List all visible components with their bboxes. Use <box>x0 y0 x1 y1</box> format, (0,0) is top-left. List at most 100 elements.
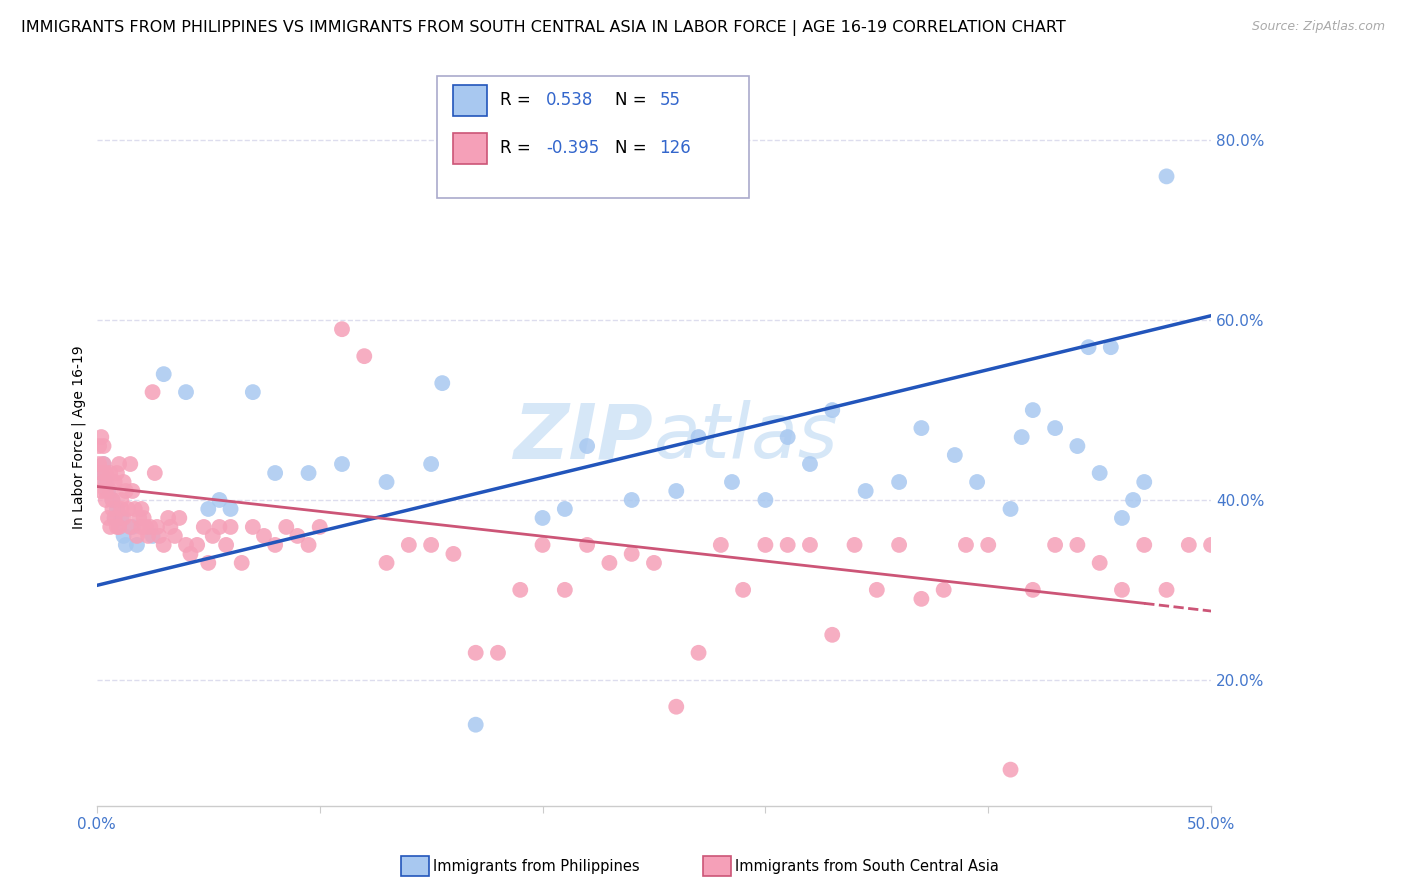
Point <box>844 538 866 552</box>
Point <box>1066 538 1088 552</box>
Text: ZIP: ZIP <box>515 400 654 474</box>
Point <box>464 646 486 660</box>
Point <box>1111 511 1133 525</box>
Point <box>688 430 710 444</box>
Point <box>531 511 554 525</box>
Point <box>733 582 755 597</box>
Point <box>93 475 115 489</box>
Point <box>125 529 148 543</box>
Text: 55: 55 <box>659 91 681 109</box>
Point <box>1088 556 1111 570</box>
Point <box>1222 582 1244 597</box>
Point <box>1000 502 1022 516</box>
Point <box>142 529 165 543</box>
Point <box>108 520 131 534</box>
FancyBboxPatch shape <box>453 85 486 116</box>
Point <box>120 457 142 471</box>
Point <box>148 529 170 543</box>
Point <box>193 520 215 534</box>
Point <box>146 520 169 534</box>
Point <box>110 502 132 516</box>
Point <box>598 556 620 570</box>
Point <box>441 547 464 561</box>
Point <box>1111 582 1133 597</box>
Point <box>120 520 142 534</box>
Point <box>124 502 146 516</box>
Point <box>1267 582 1289 597</box>
Point <box>139 520 162 534</box>
Text: R =: R = <box>501 91 536 109</box>
Point <box>576 538 599 552</box>
Point <box>932 582 955 597</box>
Point <box>910 421 932 435</box>
Point <box>1099 340 1122 354</box>
FancyBboxPatch shape <box>437 76 748 197</box>
Point <box>1244 574 1267 588</box>
Point <box>620 493 643 508</box>
Point <box>1156 169 1178 184</box>
Point <box>375 556 398 570</box>
Point <box>554 502 576 516</box>
Point <box>887 538 910 552</box>
Point <box>94 493 117 508</box>
Point <box>297 538 319 552</box>
Text: Immigrants from Philippines: Immigrants from Philippines <box>433 859 640 873</box>
Point <box>142 385 165 400</box>
Point <box>855 483 877 498</box>
Y-axis label: In Labor Force | Age 16-19: In Labor Force | Age 16-19 <box>72 345 86 529</box>
Point <box>97 511 120 525</box>
Point <box>398 538 420 552</box>
Point <box>1199 538 1222 552</box>
Point <box>554 582 576 597</box>
Text: IMMIGRANTS FROM PHILIPPINES VS IMMIGRANTS FROM SOUTH CENTRAL ASIA IN LABOR FORCE: IMMIGRANTS FROM PHILIPPINES VS IMMIGRANT… <box>21 20 1066 36</box>
Point <box>121 520 143 534</box>
Point <box>264 538 287 552</box>
Point <box>93 439 115 453</box>
Point <box>1043 538 1066 552</box>
Point <box>464 717 486 731</box>
Text: -0.395: -0.395 <box>546 139 599 157</box>
Point <box>799 538 821 552</box>
Point <box>1022 582 1045 597</box>
Point <box>330 457 353 471</box>
Point <box>1400 538 1406 552</box>
Point <box>112 529 135 543</box>
Point <box>90 430 112 444</box>
Point <box>242 520 264 534</box>
Point <box>754 493 776 508</box>
Point <box>1378 574 1400 588</box>
Point <box>887 475 910 489</box>
Point <box>1178 538 1201 552</box>
Point <box>531 538 554 552</box>
Point <box>93 457 115 471</box>
Point <box>104 511 127 525</box>
Point <box>143 466 166 480</box>
Point <box>101 493 124 508</box>
Text: 0.538: 0.538 <box>546 91 593 109</box>
Point <box>110 493 132 508</box>
Point <box>132 511 155 525</box>
Point <box>576 439 599 453</box>
Point <box>297 466 319 480</box>
Point <box>98 483 121 498</box>
Point <box>1289 582 1312 597</box>
Point <box>219 502 242 516</box>
Point <box>215 538 238 552</box>
Point <box>105 520 128 534</box>
Point <box>432 376 454 391</box>
Text: N =: N = <box>614 91 652 109</box>
Point <box>97 483 120 498</box>
Point <box>104 475 127 489</box>
Point <box>253 529 276 543</box>
Point <box>264 466 287 480</box>
Point <box>1122 493 1144 508</box>
Point <box>90 466 112 480</box>
Point <box>117 502 139 516</box>
Point <box>179 547 201 561</box>
Point <box>1333 556 1355 570</box>
Point <box>101 502 124 516</box>
Point <box>375 475 398 489</box>
Point <box>98 466 121 480</box>
Point <box>163 529 186 543</box>
Point <box>821 403 844 417</box>
